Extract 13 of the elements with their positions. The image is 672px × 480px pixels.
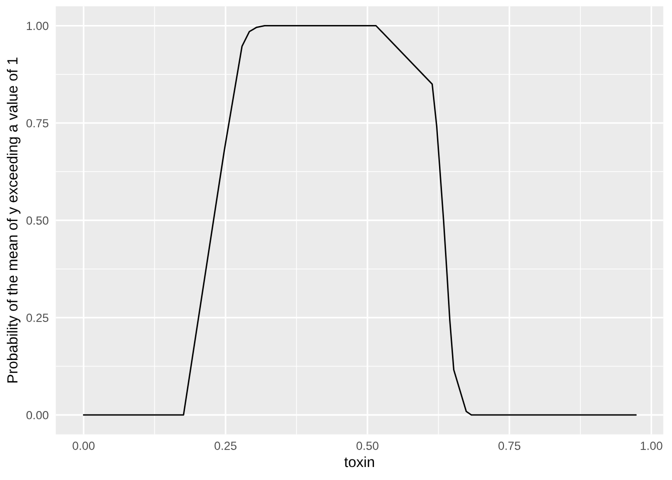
y-tick-label: 0.75 xyxy=(26,119,48,128)
y-tick-label: 1.00 xyxy=(26,22,48,30)
x-tick-label: 0.00 xyxy=(72,442,95,450)
y-tick-label: 0.00 xyxy=(26,410,48,420)
x-tick-label: 1.00 xyxy=(640,442,662,450)
x-axis-title: toxin xyxy=(344,456,374,468)
x-tick-label: 0.25 xyxy=(214,442,236,450)
x-tick-label: 0.75 xyxy=(498,442,520,450)
y-tick-label: 0.50 xyxy=(26,216,48,225)
line-series xyxy=(82,25,637,416)
y-axis-title: Probability of the mean of y exceeding a value of 1 xyxy=(6,58,20,382)
x-tick-label: 0.50 xyxy=(356,442,378,450)
y-tick-label: 0.25 xyxy=(26,314,48,322)
